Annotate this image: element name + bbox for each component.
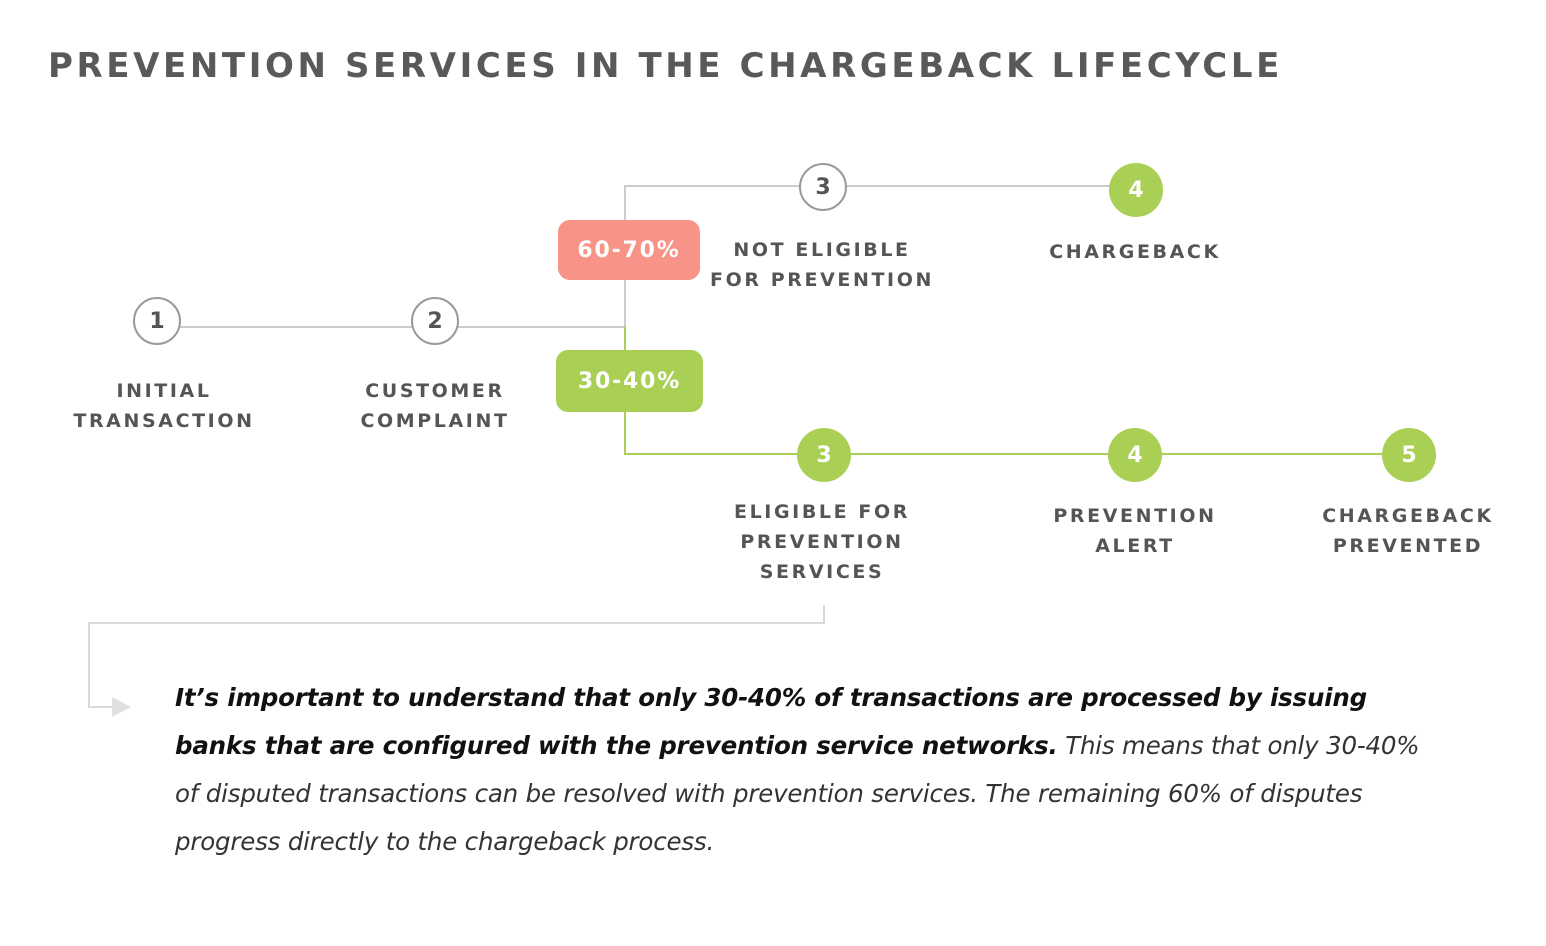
connector-not-eligible-branch [624,185,1135,327]
step-1-label-line1: INITIAL [116,380,212,402]
step-4-prevention-alert-node: 4 [1108,428,1162,482]
step-5-prevented-label: CHARGEBACK PREVENTED [1278,501,1538,561]
step-1-label: INITIAL TRANSACTION [34,376,294,436]
step-3-not-eligible-line2: FOR PREVENTION [710,269,934,291]
step-3-eligible-line2: PREVENTION [740,531,904,553]
step-2-label: CUSTOMER COMPLAINT [305,376,565,436]
step-3-eligible-line1: ELIGIBLE FOR [734,501,910,523]
explanation-note-body: This means that only 30-40% of disputed … [175,731,1420,856]
step-1-node: 1 [133,297,181,345]
step-3-eligible-line3: SERVICES [759,561,885,583]
step-3-not-eligible-node: 3 [799,163,847,211]
step-4-chargeback-label: CHARGEBACK [1049,241,1221,263]
step-4-prevention-alert-line1: PREVENTION [1053,505,1217,527]
eligible-share-badge: 30-40% [556,350,703,412]
step-5-prevented-node: 5 [1382,428,1436,482]
step-5-prevented-line2: PREVENTED [1332,535,1484,557]
step-2-label-line1: CUSTOMER [365,380,505,402]
step-3-not-eligible-line1: NOT ELIGIBLE [733,239,911,261]
step-2-label-line2: COMPLAINT [360,410,510,432]
callout-connector [88,605,825,708]
step-2-node: 2 [411,297,459,345]
callout-arrow-icon [112,697,131,717]
step-3-not-eligible-label: NOT ELIGIBLE FOR PREVENTION [692,235,952,295]
step-3-eligible-label: ELIGIBLE FOR PREVENTION SERVICES [692,497,952,587]
explanation-note: It’s important to understand that only 3… [175,674,1425,866]
step-1-label-line2: TRANSACTION [73,410,255,432]
step-4-prevention-alert-label: PREVENTION ALERT [1005,501,1265,561]
step-5-prevented-line1: CHARGEBACK [1322,505,1494,527]
not-eligible-share-badge: 60-70% [558,220,700,280]
page-title: PREVENTION SERVICES IN THE CHARGEBACK LI… [48,46,1283,86]
connector-eligible-branch [624,327,1409,455]
step-3-eligible-node: 3 [797,428,851,482]
step-4-prevention-alert-line2: ALERT [1095,535,1175,557]
step-4-chargeback-node: 4 [1109,163,1163,217]
explanation-note-emphasis: It’s important to understand that only 3… [175,683,1367,760]
